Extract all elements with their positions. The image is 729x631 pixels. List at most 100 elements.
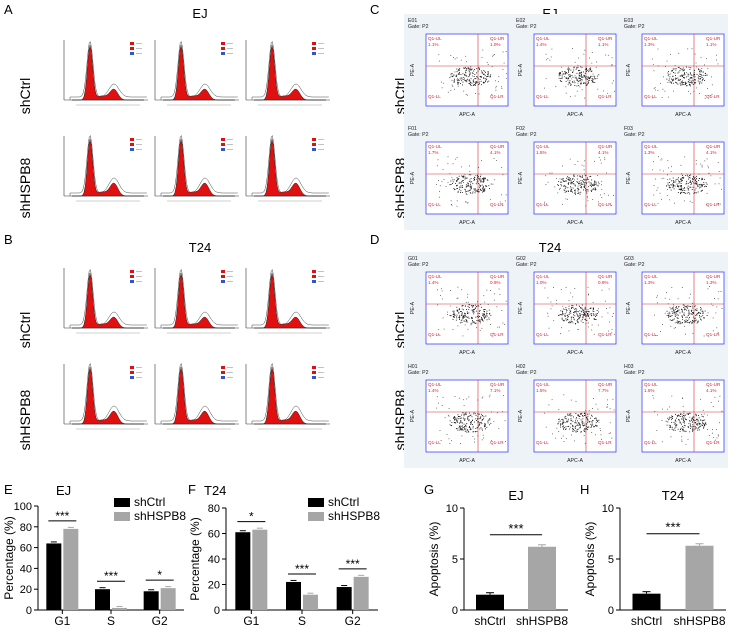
- quadrant-ll-label: Q1-LL: [536, 440, 549, 445]
- x-tick-label: G1: [54, 614, 70, 628]
- bar-shHSPB8: [528, 546, 556, 610]
- panel-b-histogram-r1c3: [245, 268, 330, 334]
- panel-a-histogram-r2c2: [154, 134, 239, 202]
- y-tick-label: 40: [208, 554, 220, 566]
- flow-x-axis-label: APC-A: [459, 350, 475, 356]
- flow-x-axis-label: APC-A: [567, 458, 583, 464]
- y-tick-label: 60: [20, 543, 32, 555]
- flow-y-axis-label: PE-A: [626, 409, 632, 422]
- quadrant-lr-label: Q1-LR: [598, 440, 612, 445]
- quadrant-ul-value: 1.1%: [428, 42, 438, 47]
- quadrant-ll-label: Q1-LL: [644, 440, 657, 445]
- flow-gate-label: Gate: P2: [408, 24, 429, 30]
- bar-shHSPB8: [685, 545, 714, 610]
- quadrant-ur-value: 0.9%: [598, 280, 608, 285]
- histogram-peak: [254, 273, 326, 329]
- significance-label: *: [249, 510, 254, 524]
- x-tick-label: G2: [345, 614, 361, 628]
- panel-b-histogram-r1c2: [154, 268, 239, 334]
- quadrant-ul-label: Q1-UL: [536, 382, 550, 387]
- panel-label-g: G: [424, 482, 435, 497]
- x-tick-label: shCtrl: [474, 614, 505, 628]
- quadrant-ul-label: Q1-UL: [536, 36, 550, 41]
- quadrant-ul-value: 1.4%: [428, 388, 438, 393]
- y-tick-label: 80: [20, 522, 32, 534]
- bar-shCtrl-G2: [143, 591, 159, 610]
- histogram-peak: [254, 45, 326, 101]
- quadrant-ur-label: Q1-UR: [598, 382, 613, 387]
- panel-label-e: E: [4, 482, 13, 497]
- quadrant-ur-label: Q1-UR: [490, 274, 505, 279]
- flow-plot-id: H02: [516, 364, 526, 370]
- bar-shCtrl: [632, 593, 661, 610]
- y-axis-title: Apoptosis (%): [583, 522, 597, 597]
- quadrant-ll-label: Q1-LL: [428, 332, 441, 337]
- quadrant-ur-value: 4.1%: [706, 388, 716, 393]
- y-tick-label: 5: [608, 554, 614, 566]
- panel-f-cell-cycle-chart: 0 20 40 60 80 Percentage (%) T24 G1 * S *** G2 *** sh…: [188, 483, 380, 628]
- chart-title: EJ: [56, 483, 71, 498]
- quadrant-ur-label: Q1-UR: [598, 36, 613, 41]
- bar-shCtrl-S: [286, 581, 301, 610]
- y-tick-label: 0: [26, 605, 32, 617]
- quadrant-ur-label: Q1-UR: [706, 382, 721, 387]
- quadrant-ul-label: Q1-UL: [644, 382, 658, 387]
- legend-label-shHSPB8: shHSPB8: [134, 509, 186, 523]
- x-tick-label: shCtrl: [631, 614, 662, 628]
- bar-shCtrl: [476, 594, 504, 610]
- legend-swatch-shCtrl: [308, 498, 324, 507]
- histogram-peak: [72, 139, 144, 197]
- panel-a-histogram-r1c1: [63, 40, 148, 106]
- y-tick-label: 10: [446, 503, 458, 515]
- significance-label: *: [157, 568, 162, 582]
- quadrant-lr-label: Q1-LR: [706, 202, 720, 207]
- quadrant-ur-value: 0.9%: [490, 280, 500, 285]
- flow-y-axis-label: PE-A: [626, 301, 632, 314]
- histogram-peak: [254, 139, 326, 197]
- flow-x-axis-label: APC-A: [675, 112, 691, 118]
- significance-label: ***: [665, 520, 680, 535]
- flow-plot-id: E01: [408, 18, 417, 24]
- legend-label-shCtrl: shCtrl: [328, 495, 359, 509]
- flow-y-axis-label: PE-A: [410, 409, 416, 422]
- y-tick-label: 60: [208, 529, 220, 541]
- flow-x-axis-label: APC-A: [567, 112, 583, 118]
- quadrant-ul-label: Q1-UL: [644, 274, 658, 279]
- quadrant-ur-value: 1.1%: [706, 42, 716, 47]
- flow-x-axis-label: APC-A: [459, 458, 475, 464]
- flow-plot-id: G02: [516, 256, 526, 262]
- quadrant-ul-value: 1.0%: [536, 280, 546, 285]
- quadrant-ul-value: 1.5%: [536, 388, 546, 393]
- legend-swatch-shHSPB8: [308, 512, 324, 521]
- quadrant-lr-label: Q1-LR: [490, 202, 504, 207]
- bar-shCtrl-G1: [46, 543, 62, 610]
- quadrant-ul-value: 1.6%: [644, 388, 654, 393]
- flow-y-axis-label: PE-A: [410, 63, 416, 76]
- panel-label-h: H: [580, 482, 590, 497]
- legend-label-shHSPB8: shHSPB8: [328, 509, 380, 523]
- flow-gate-label: Gate: P2: [516, 370, 537, 376]
- quadrant-ul-value: 1.3%: [644, 280, 654, 285]
- quadrant-lr-label: Q1-LR: [598, 94, 612, 99]
- significance-label: ***: [346, 557, 360, 571]
- y-tick-label: 80: [208, 503, 220, 515]
- y-tick-label: 10: [602, 503, 614, 515]
- quadrant-ur-label: Q1-UR: [490, 382, 505, 387]
- quadrant-lr-label: Q1-LR: [598, 202, 612, 207]
- flow-gate-label: Gate: P2: [516, 262, 537, 268]
- panel-label-c: C: [370, 2, 380, 17]
- chart-title: T24: [204, 483, 226, 498]
- quadrant-lr-label: Q1-LR: [706, 440, 720, 445]
- legend-label-shCtrl: shCtrl: [134, 495, 165, 509]
- panel-g-apoptosis-chart: 0 5 10 Apoptosis (%) EJ shCtrl shHSPB8 ***: [427, 488, 568, 628]
- flow-gate-label: Gate: P2: [624, 370, 645, 376]
- quadrant-lr-label: Q1-LR: [706, 94, 720, 99]
- bar-shHSPB8-S: [303, 594, 318, 610]
- quadrant-ll-label: Q1-LL: [428, 202, 441, 207]
- quadrant-ur-label: Q1-UR: [706, 274, 721, 279]
- panel-a-histogram-r1c3: [245, 40, 330, 106]
